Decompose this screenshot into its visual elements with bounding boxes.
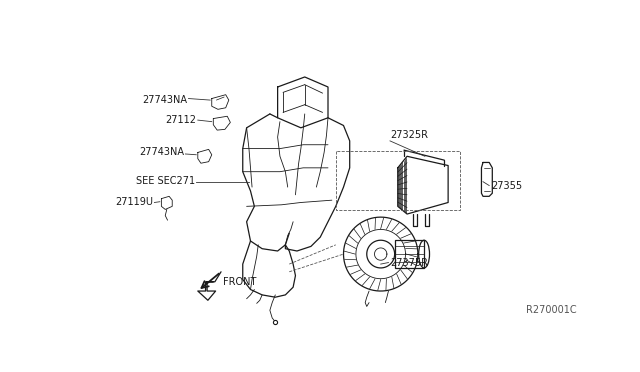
Text: 27375R: 27375R: [390, 257, 428, 267]
Text: 27743NA: 27743NA: [140, 147, 184, 157]
Text: 27325R: 27325R: [390, 131, 428, 141]
Text: SEE SEC271: SEE SEC271: [136, 176, 195, 186]
Text: 27119U: 27119U: [116, 197, 154, 207]
Text: 27743NA: 27743NA: [142, 95, 187, 105]
Text: 27355: 27355: [491, 180, 522, 190]
Text: R270001C: R270001C: [525, 305, 576, 315]
Text: 27112: 27112: [165, 115, 196, 125]
Text: FRONT: FRONT: [223, 277, 257, 287]
Bar: [395, 240, 424, 268]
